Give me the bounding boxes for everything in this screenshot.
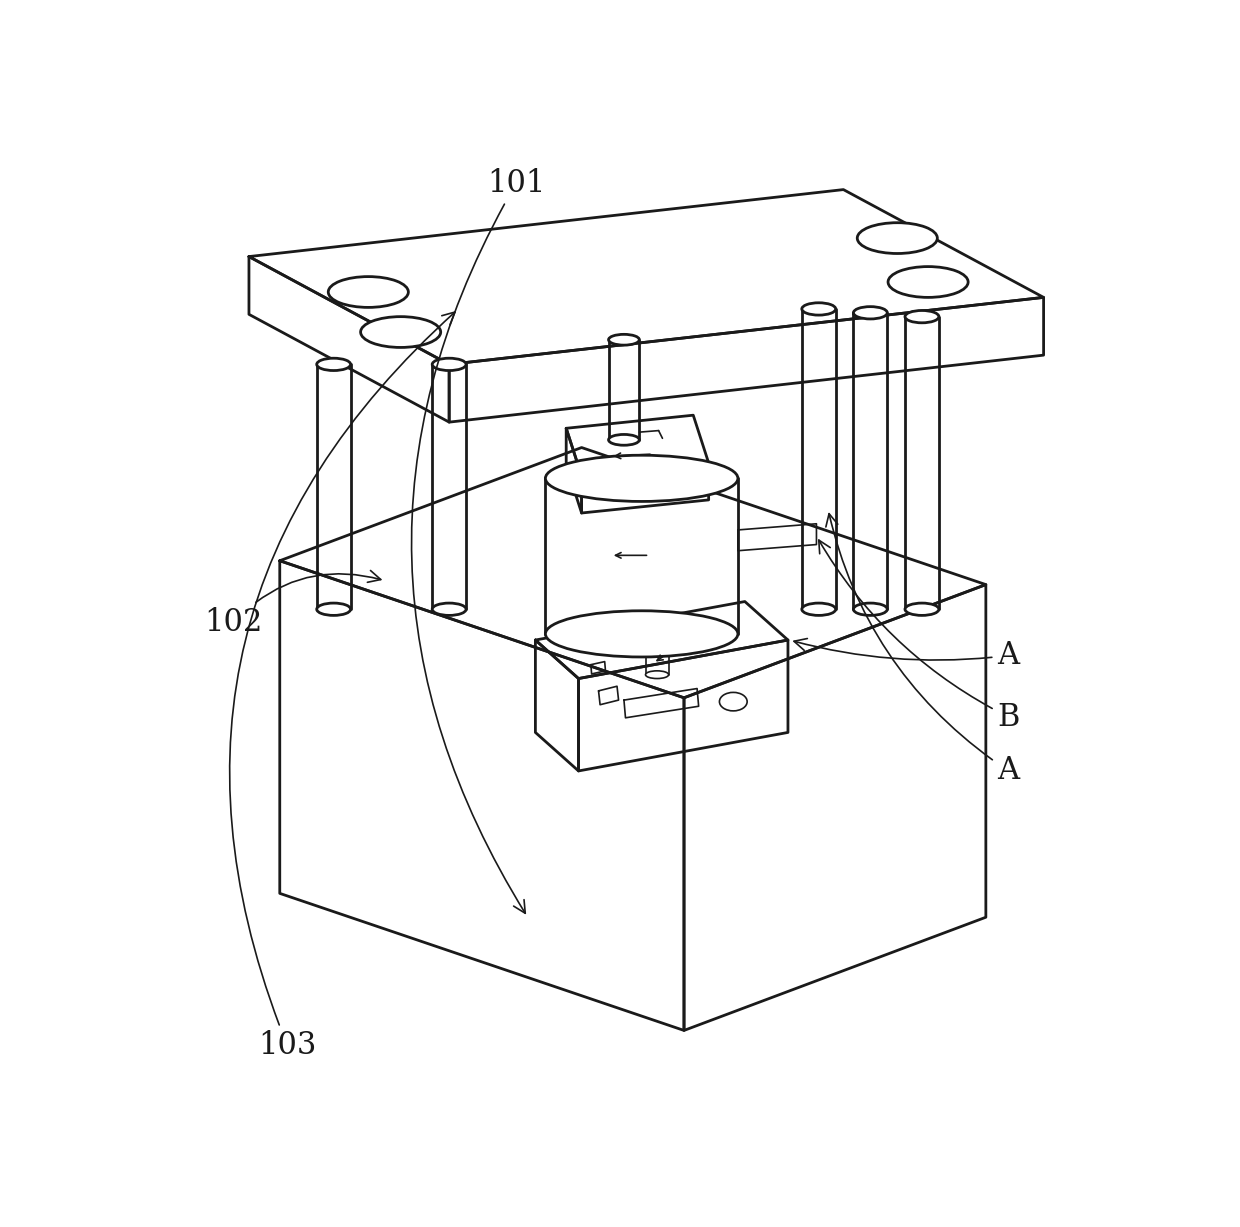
Text: B: B [818, 540, 1019, 733]
Text: A: A [794, 638, 1019, 671]
Polygon shape [599, 686, 619, 704]
Ellipse shape [433, 358, 466, 371]
Text: A: A [826, 514, 1019, 787]
Text: 103: 103 [229, 312, 455, 1061]
Polygon shape [905, 317, 939, 610]
Polygon shape [567, 415, 708, 476]
Polygon shape [567, 428, 582, 513]
Polygon shape [579, 640, 787, 771]
Polygon shape [280, 561, 684, 1031]
Text: 102: 102 [205, 571, 381, 638]
Ellipse shape [433, 604, 466, 616]
Polygon shape [546, 479, 738, 634]
Ellipse shape [546, 455, 738, 502]
Ellipse shape [316, 604, 351, 616]
Polygon shape [316, 364, 351, 610]
Ellipse shape [888, 266, 968, 297]
Ellipse shape [329, 276, 408, 308]
Ellipse shape [905, 604, 939, 616]
Polygon shape [590, 661, 605, 674]
Polygon shape [684, 584, 986, 1031]
Ellipse shape [609, 434, 640, 445]
Polygon shape [433, 364, 466, 610]
Polygon shape [582, 463, 708, 513]
Ellipse shape [802, 303, 836, 315]
Polygon shape [802, 309, 836, 610]
Polygon shape [536, 601, 787, 679]
Polygon shape [280, 448, 986, 698]
Polygon shape [738, 524, 816, 551]
Ellipse shape [853, 307, 888, 319]
Ellipse shape [719, 692, 748, 710]
Polygon shape [853, 313, 888, 610]
Polygon shape [249, 190, 1044, 364]
Ellipse shape [905, 310, 939, 323]
Polygon shape [646, 634, 668, 675]
Polygon shape [624, 688, 698, 718]
Ellipse shape [646, 671, 668, 679]
Polygon shape [536, 640, 579, 771]
Ellipse shape [316, 358, 351, 371]
Ellipse shape [857, 222, 937, 254]
Ellipse shape [853, 604, 888, 616]
Polygon shape [249, 256, 449, 422]
Polygon shape [609, 340, 640, 439]
Ellipse shape [546, 611, 738, 656]
Ellipse shape [609, 334, 640, 345]
Ellipse shape [802, 604, 836, 616]
Ellipse shape [361, 317, 440, 347]
Polygon shape [449, 297, 1044, 422]
Text: 101: 101 [412, 168, 546, 913]
